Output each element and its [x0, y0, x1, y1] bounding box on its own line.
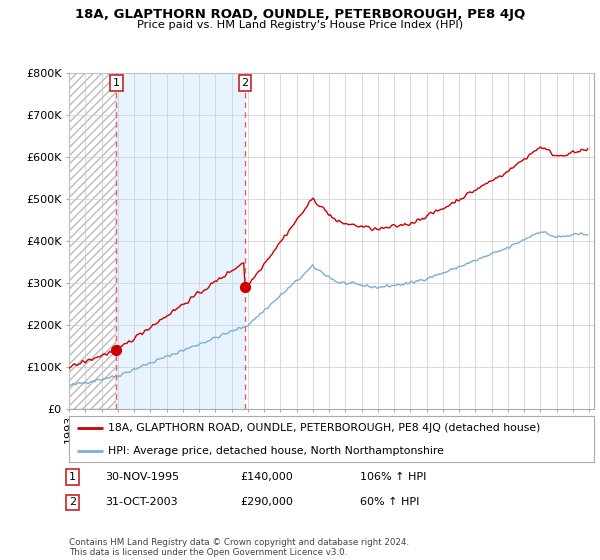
Text: 18A, GLAPTHORN ROAD, OUNDLE, PETERBOROUGH, PE8 4JQ (detached house): 18A, GLAPTHORN ROAD, OUNDLE, PETERBOROUG… — [109, 423, 541, 432]
Text: 18A, GLAPTHORN ROAD, OUNDLE, PETERBOROUGH, PE8 4JQ: 18A, GLAPTHORN ROAD, OUNDLE, PETERBOROUG… — [75, 8, 525, 21]
Text: 2: 2 — [242, 78, 248, 88]
Text: £140,000: £140,000 — [240, 472, 293, 482]
Text: HPI: Average price, detached house, North Northamptonshire: HPI: Average price, detached house, Nort… — [109, 446, 444, 455]
Text: Price paid vs. HM Land Registry's House Price Index (HPI): Price paid vs. HM Land Registry's House … — [137, 20, 463, 30]
Text: 60% ↑ HPI: 60% ↑ HPI — [360, 497, 419, 507]
Text: 30-NOV-1995: 30-NOV-1995 — [105, 472, 179, 482]
Text: 1: 1 — [113, 78, 120, 88]
Text: 106% ↑ HPI: 106% ↑ HPI — [360, 472, 427, 482]
Text: 2: 2 — [69, 497, 76, 507]
Text: 1: 1 — [69, 472, 76, 482]
Text: Contains HM Land Registry data © Crown copyright and database right 2024.
This d: Contains HM Land Registry data © Crown c… — [69, 538, 409, 557]
Text: £290,000: £290,000 — [240, 497, 293, 507]
Point — [112, 346, 121, 354]
Text: 31-OCT-2003: 31-OCT-2003 — [105, 497, 178, 507]
Point — [240, 282, 250, 291]
